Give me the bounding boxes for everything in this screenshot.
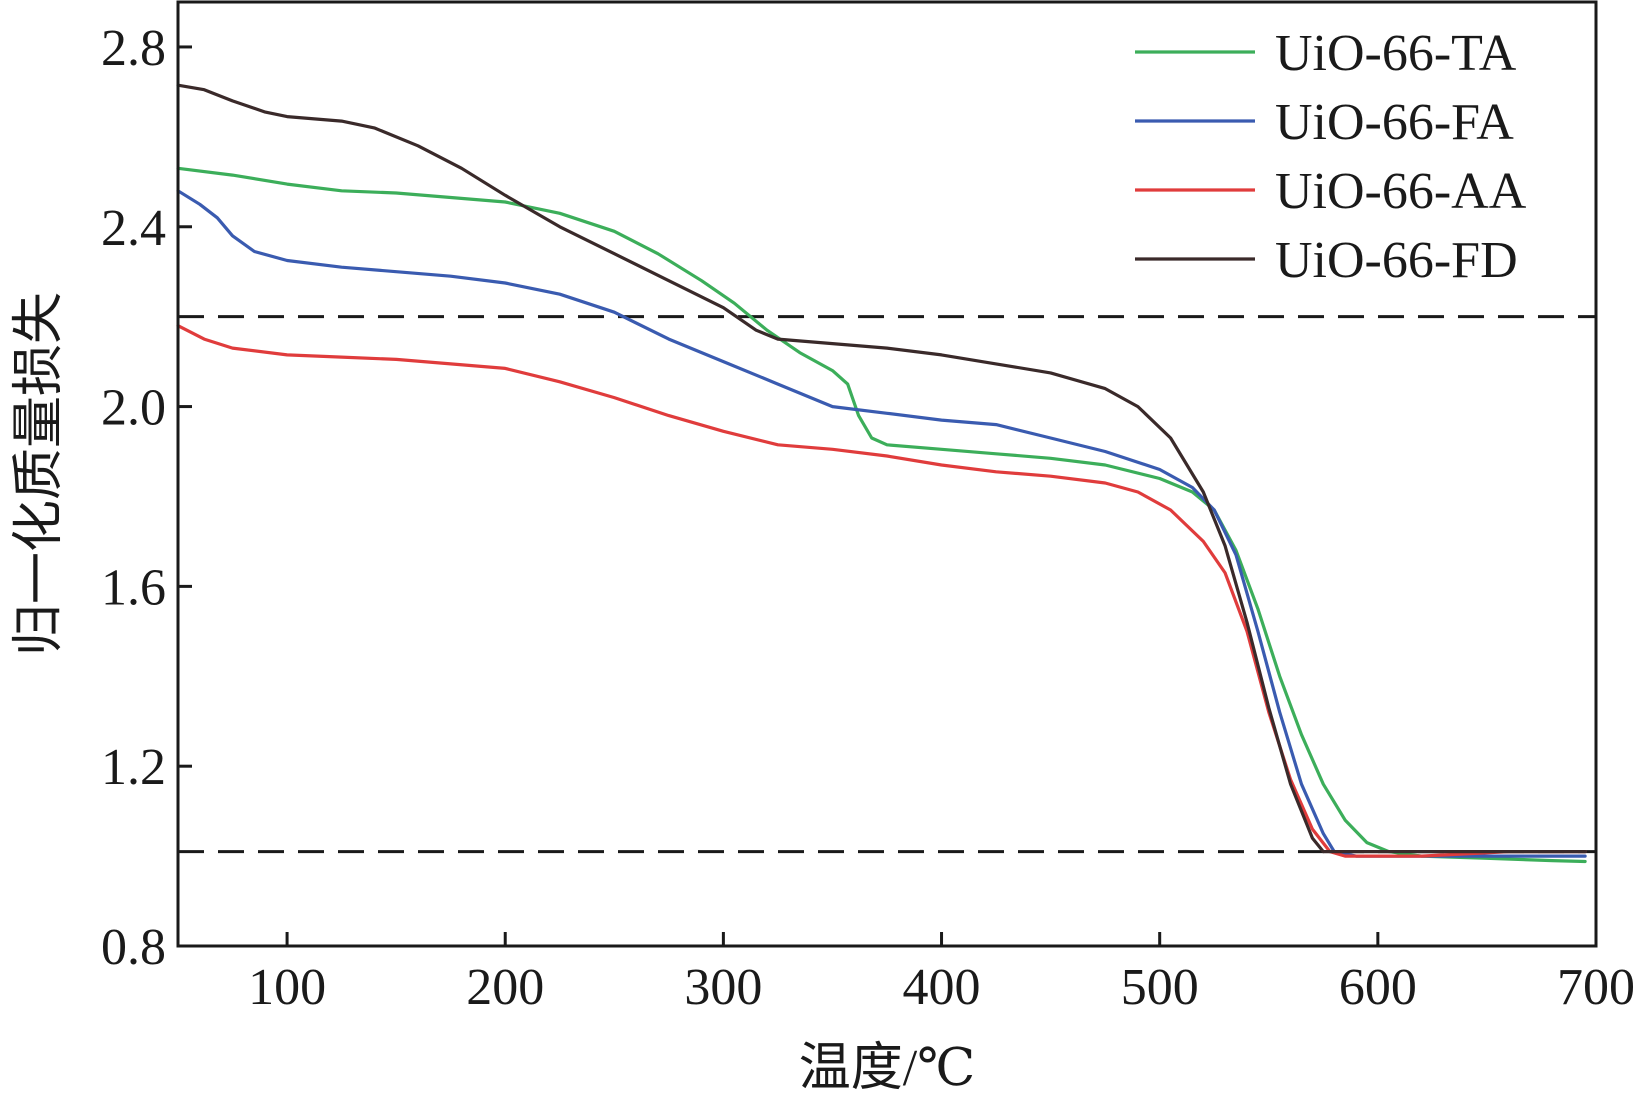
x-axis-ticks: 100 200 300 400 500 600 700	[248, 932, 1635, 1016]
legend-label-uio-66-ta: UiO-66-TA	[1275, 25, 1517, 82]
x-tick-label: 100	[248, 959, 326, 1016]
reference-lines	[178, 315, 1596, 854]
x-tick-label: 400	[903, 959, 981, 1016]
legend-label-uio-66-fa: UiO-66-FA	[1275, 94, 1514, 151]
legend: UiO-66-TA UiO-66-FA UiO-66-AA UiO-66-FD	[1135, 25, 1527, 289]
y-tick-label: 0.8	[101, 919, 166, 976]
legend-label-uio-66-aa: UiO-66-AA	[1275, 163, 1527, 220]
y-tick-label: 1.6	[101, 559, 166, 616]
series-line-uio-66-aa	[176, 324, 1587, 858]
legend-label-uio-66-fd: UiO-66-FD	[1275, 232, 1518, 289]
y-axis-label: 归一化质量损失	[11, 292, 68, 656]
y-tick-label: 2.4	[101, 200, 166, 257]
x-tick-label: 700	[1557, 959, 1635, 1016]
series-layer	[176, 83, 1587, 864]
x-tick-label: 600	[1339, 959, 1417, 1016]
y-axis-ticks: 0.8 1.2 1.6 2.0 2.4 2.8	[101, 20, 192, 976]
series-line-uio-66-ta	[176, 166, 1587, 864]
y-tick-label: 2.0	[101, 380, 166, 437]
y-tick-label: 2.8	[101, 20, 166, 77]
series-line-uio-66-fa	[176, 189, 1587, 858]
series-line-uio-66-fd	[176, 83, 1587, 854]
plot-frame	[176, 0, 1598, 948]
x-axis-label: 温度/℃	[799, 1040, 976, 1097]
x-tick-label: 300	[684, 959, 762, 1016]
x-tick-label: 200	[466, 959, 544, 1016]
x-tick-label: 500	[1121, 959, 1199, 1016]
y-tick-label: 1.2	[101, 739, 166, 796]
